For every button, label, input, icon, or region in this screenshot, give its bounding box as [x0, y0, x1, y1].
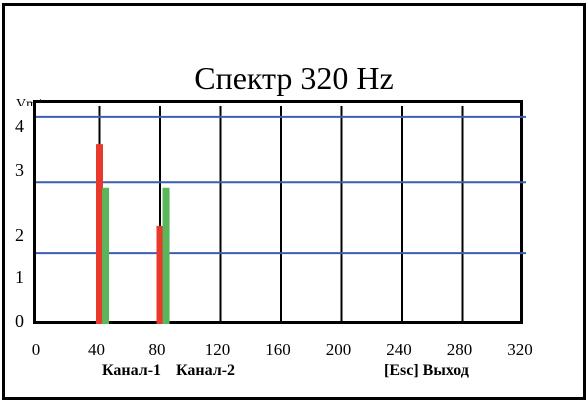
y-axis-unit-label: Vm/s: [16, 98, 47, 106]
x-tick-label: 40: [88, 340, 105, 359]
x-tick-label: 320: [507, 340, 533, 359]
bar-channel-1: [96, 144, 103, 324]
y-tick-label: 0: [15, 311, 24, 331]
y-tick-label: 1: [15, 267, 24, 287]
bar-channel-1: [156, 302, 164, 324]
spectrum-plot: [33, 100, 526, 324]
spectrum-chart: [36, 106, 526, 324]
y-tick-label: 2: [15, 225, 24, 245]
x-tick-label: 120: [204, 340, 231, 359]
legend-channel-1: Канал-1: [102, 362, 162, 379]
bar-channel-2: [102, 187, 110, 324]
bar-channel-2: [162, 187, 170, 324]
legend-channel-2: Канал-2: [176, 362, 236, 379]
x-tick-label: 280: [446, 340, 473, 359]
y-tick-label: 4: [15, 116, 24, 136]
y-tick-label: 3: [15, 160, 24, 180]
x-tick-label: 80: [148, 340, 166, 359]
page-title: Спектр 320 Hz: [194, 60, 394, 96]
x-tick-label: 200: [325, 340, 352, 359]
x-tick-label: 160: [265, 340, 291, 359]
x-tick-label: 0: [31, 340, 41, 359]
x-tick-label: 240: [386, 340, 412, 359]
bar-channel-1: [156, 225, 164, 324]
exit-hint[interactable]: [Esc] Выход: [384, 362, 469, 379]
